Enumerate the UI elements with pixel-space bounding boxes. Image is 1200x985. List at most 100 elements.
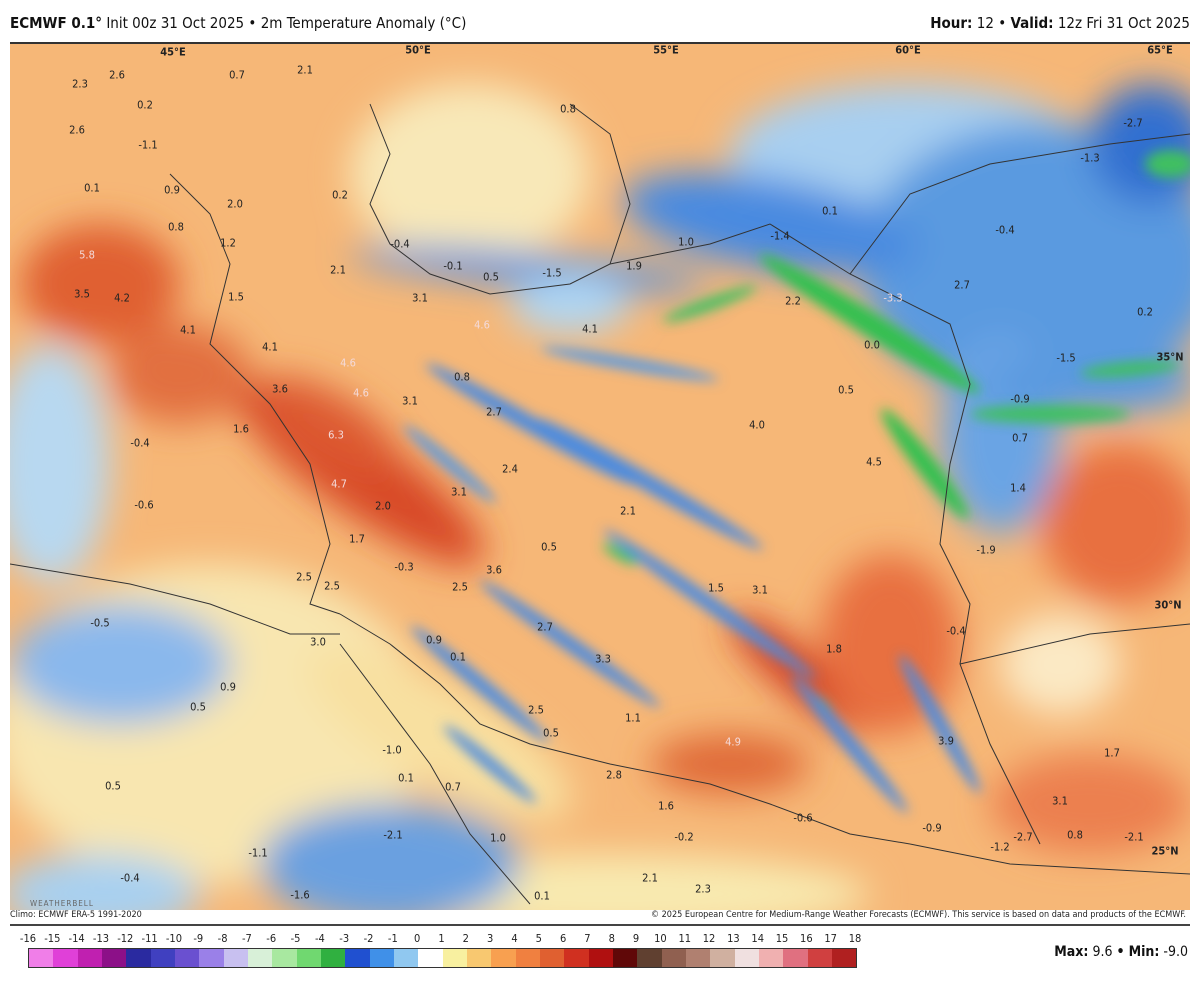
anomaly-value-label: 4.1 bbox=[262, 340, 278, 354]
anomaly-value-label: 3.1 bbox=[752, 583, 768, 597]
anomaly-value-label: -1.9 bbox=[976, 543, 996, 557]
border-line bbox=[849, 133, 1190, 275]
divider bbox=[10, 924, 1190, 926]
hour-label: Hour: bbox=[930, 14, 973, 32]
anomaly-streak bbox=[443, 725, 537, 803]
valid-time-info: Hour: 12 • Valid: 12z Fri 31 Oct 2025 bbox=[930, 14, 1190, 32]
colorbar-bin bbox=[296, 949, 321, 967]
anomaly-value-label: 2.3 bbox=[72, 77, 88, 91]
anomaly-region bbox=[350, 84, 590, 264]
colorbar-tick-label: 3 bbox=[486, 932, 494, 945]
model-unit: ° bbox=[95, 14, 103, 32]
colorbar-tick-label: 1 bbox=[438, 932, 445, 945]
anomaly-value-label: 0.0 bbox=[864, 338, 880, 352]
colorbar-tick-label: 17 bbox=[824, 932, 837, 945]
anomaly-value-label: 2.1 bbox=[330, 263, 346, 277]
anomaly-value-label: -0.3 bbox=[394, 560, 414, 574]
anomaly-region bbox=[10, 344, 110, 584]
valid-value: 12z Fri 31 Oct 2025 bbox=[1057, 14, 1190, 32]
anomaly-region bbox=[350, 246, 710, 292]
anomaly-value-label: -0.4 bbox=[390, 237, 410, 251]
anomaly-value-label: 0.1 bbox=[534, 889, 550, 903]
anomaly-region bbox=[10, 604, 230, 724]
anomaly-value-label: -1.5 bbox=[1056, 351, 1076, 365]
anomaly-value-label: 1.6 bbox=[658, 799, 674, 813]
colorbar-bin bbox=[393, 949, 419, 967]
colorbar-tick-label: 10 bbox=[654, 932, 667, 945]
colorbar-tick-label: 6 bbox=[559, 932, 567, 945]
colorbar-bin bbox=[831, 949, 857, 967]
model-name: ECMWF 0.1 bbox=[10, 14, 96, 32]
colorbar-tick-label: -2 bbox=[363, 932, 374, 945]
colorbar-bin bbox=[345, 949, 370, 967]
anomaly-value-label: 2.8 bbox=[606, 768, 622, 782]
anomaly-value-label: 4.0 bbox=[749, 418, 765, 432]
anomaly-region bbox=[1040, 444, 1190, 604]
anomaly-value-label: 1.6 bbox=[233, 422, 249, 436]
latitude-label: 25°N bbox=[1151, 844, 1179, 858]
anomaly-value-label: 3.5 bbox=[74, 287, 90, 301]
anomaly-value-label: -0.4 bbox=[946, 624, 966, 638]
anomaly-value-label: -1.3 bbox=[1080, 151, 1100, 165]
anomaly-value-label: 3.0 bbox=[310, 635, 326, 649]
colorbar-tick-label: -3 bbox=[339, 932, 350, 945]
colorbar-bin bbox=[29, 949, 54, 967]
temperature-anomaly-map: 2.3 2.6 0.7 2.1 0.2 0.8 -2.7 2.6 -1.1 -1.3 0.1 0.9 2… bbox=[10, 42, 1190, 910]
anomaly-value-label: 3.1 bbox=[402, 394, 418, 408]
anomaly-value-label: 0.1 bbox=[84, 181, 100, 195]
colorbar bbox=[28, 948, 857, 968]
anomaly-streak bbox=[541, 347, 719, 381]
border-line bbox=[10, 563, 340, 635]
colorbar-bin bbox=[150, 949, 175, 967]
colorbar-tick-label: 12 bbox=[702, 932, 716, 945]
anomaly-value-label: 1.5 bbox=[228, 290, 244, 304]
colorbar-tick-label: 7 bbox=[584, 932, 591, 945]
border-line bbox=[909, 843, 1190, 875]
anomaly-value-label: 2.5 bbox=[324, 579, 340, 593]
longitude-label: 65°E bbox=[1147, 43, 1173, 57]
anomaly-streak bbox=[970, 405, 1130, 423]
anomaly-value-label: 0.2 bbox=[137, 98, 153, 112]
anomaly-value-label: -3.3 bbox=[883, 291, 903, 305]
anomaly-value-label: 2.0 bbox=[375, 499, 391, 513]
anomaly-value-label: 2.7 bbox=[954, 278, 970, 292]
anomaly-value-label: 4.1 bbox=[180, 323, 196, 337]
anomaly-region bbox=[260, 804, 520, 910]
colorbar-bin bbox=[758, 949, 784, 967]
anomaly-value-label: 4.2 bbox=[114, 291, 130, 305]
separator: • bbox=[1116, 944, 1125, 960]
colorbar-bin bbox=[734, 949, 759, 967]
anomaly-value-label: -0.9 bbox=[922, 821, 942, 835]
anomaly-value-label: -1.5 bbox=[542, 266, 562, 280]
anomaly-value-label: -0.4 bbox=[130, 436, 150, 450]
colorbar-bin bbox=[418, 949, 443, 967]
colorbar-tick-label: -7 bbox=[241, 932, 252, 945]
anomaly-region bbox=[10, 854, 200, 910]
colorbar-bin bbox=[369, 949, 394, 967]
anomaly-value-label: -2.1 bbox=[1124, 830, 1144, 844]
colorbar-tick-label: -13 bbox=[92, 932, 110, 945]
colorbar-tick-label: -9 bbox=[193, 932, 204, 945]
climo-note: Climo: ECMWF ERA-5 1991-2020 bbox=[10, 910, 142, 920]
colorbar-bin bbox=[247, 949, 273, 967]
anomaly-value-label: 2.1 bbox=[297, 63, 313, 77]
longitude-label: 50°E bbox=[405, 43, 431, 57]
separator: • bbox=[998, 14, 1007, 32]
anomaly-value-label: 0.1 bbox=[822, 204, 838, 218]
colorbar-tick-label: -11 bbox=[141, 932, 158, 945]
anomaly-value-label: 0.5 bbox=[838, 383, 854, 397]
anomaly-value-label: -0.5 bbox=[90, 616, 110, 630]
anomaly-value-label: 0.8 bbox=[560, 102, 576, 116]
anomaly-value-label: 0.1 bbox=[398, 771, 414, 785]
anomaly-value-label: -0.6 bbox=[793, 811, 813, 825]
weatherbell-logo: WEATHERBELL bbox=[30, 899, 94, 908]
map-title: ECMWF 0.1° Init 00z 31 Oct 2025 • 2m Tem… bbox=[10, 14, 466, 32]
border-line bbox=[959, 623, 1190, 665]
border-line bbox=[169, 173, 341, 615]
hour-value: 12 bbox=[976, 14, 994, 32]
anomaly-value-label: 2.4 bbox=[502, 462, 518, 476]
anomaly-value-label: 2.7 bbox=[486, 405, 502, 419]
colorbar-bin bbox=[491, 949, 516, 967]
colorbar-bin bbox=[320, 949, 346, 967]
anomaly-value-label: 0.7 bbox=[229, 68, 245, 82]
